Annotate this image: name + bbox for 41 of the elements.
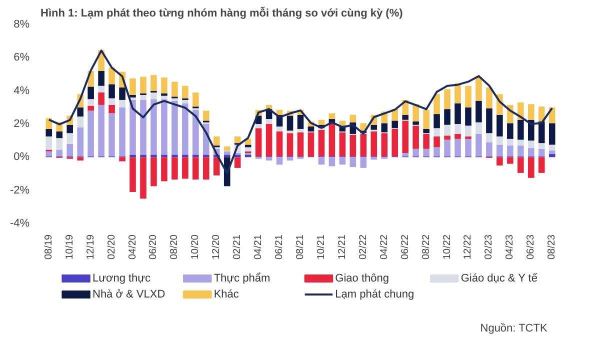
x-tick-label: 08/20 [169, 234, 180, 260]
x-tick-label: 10/20 [190, 234, 202, 260]
text: Nguồn: TCTK [480, 322, 548, 334]
chart-title: Hình 1: Lạm phát theo từng nhóm hàng mỗi tháng so với cùng kỳ (%) [40, 6, 404, 20]
legend-label: Thực phẩm [214, 272, 270, 284]
y-tick-label: -4% [10, 218, 30, 230]
legend-label: Giao thông [335, 272, 389, 284]
y-tick-label: 2% [14, 118, 30, 130]
x-tick-label: 06/22 [400, 234, 411, 260]
y-tick-label: 0% [14, 151, 30, 164]
x-tick-label: 12/20 [211, 234, 222, 260]
x-tick-label: 06/20 [148, 234, 160, 260]
x-tick-label: 12/22 [462, 234, 474, 260]
y-tick-label: 6% [14, 52, 30, 64]
legend-label: Lạm phát chung [335, 288, 414, 300]
x-tick-label: 02/23 [484, 234, 495, 260]
x-tick-label: 06/21 [274, 234, 286, 260]
x-tick-label: 04/20 [127, 234, 138, 260]
x-tick-label: 04/22 [378, 234, 390, 260]
y-tick-label: 8% [14, 18, 30, 30]
x-tick-label: 02/22 [358, 234, 369, 260]
x-tick-label: 12/21 [336, 234, 348, 260]
x-tick-label: 02/20 [106, 234, 118, 260]
x-tick-label: 08/21 [295, 234, 306, 260]
legend-label: Nhà ở & VLXD [92, 288, 166, 300]
x-tick-label: 10/19 [64, 234, 76, 260]
x-tick-label: 08/23 [546, 234, 558, 260]
x-tick-label: 08/19 [43, 234, 54, 260]
x-tick-label: 06/23 [526, 234, 537, 260]
x-tick-label: 08/22 [420, 234, 432, 260]
x-tick-label: 02/21 [232, 234, 244, 260]
x-tick-label: 10/21 [316, 234, 327, 260]
legend-label: Lương thực [92, 272, 152, 284]
legend-label: Khác [214, 288, 240, 300]
legend-label: Giáo dục & Y tế [460, 272, 538, 284]
y-tick-label: 4% [14, 84, 30, 97]
x-tick-label: 04/21 [253, 234, 264, 260]
x-tick-label: 04/23 [504, 234, 516, 260]
y-tick-label: -2% [10, 184, 30, 196]
x-tick-label: 12/19 [85, 234, 96, 260]
x-tick-label: 10/22 [442, 234, 453, 260]
